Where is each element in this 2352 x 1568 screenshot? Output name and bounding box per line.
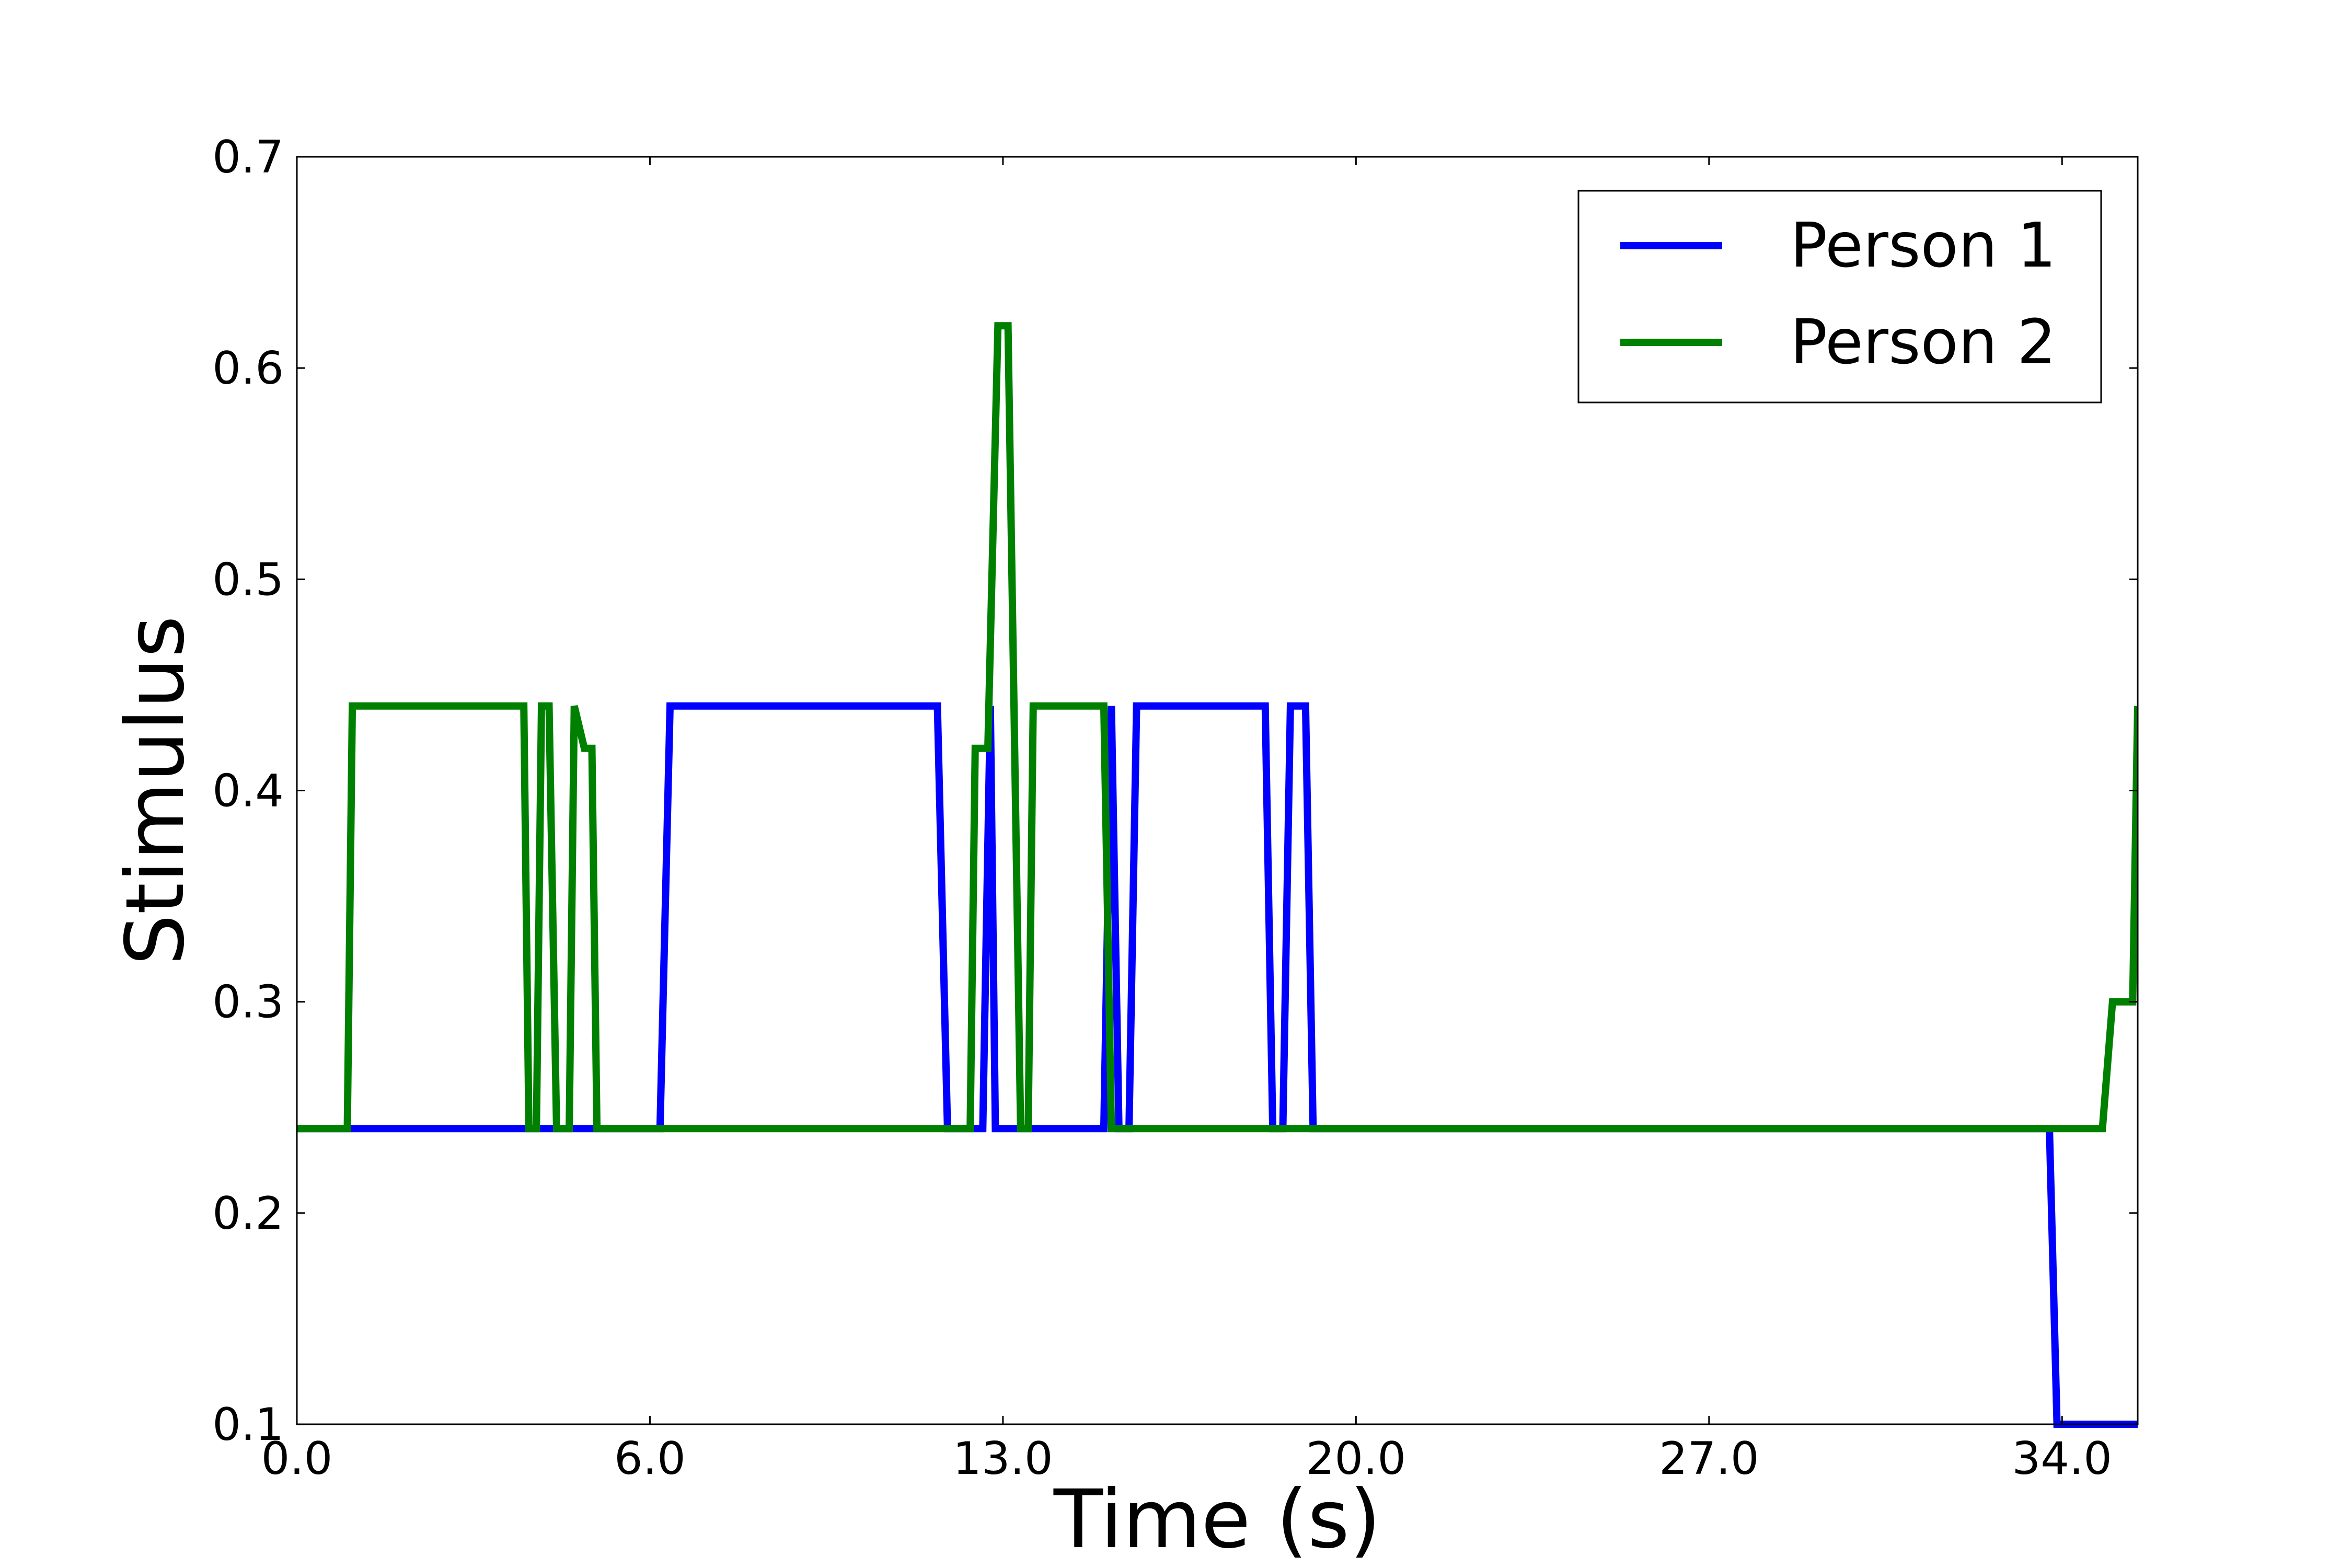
x-tick-label: 6.0 xyxy=(614,1433,686,1485)
x-tick-label: 34.0 xyxy=(2012,1433,2112,1485)
y-tick-label: 0.3 xyxy=(212,976,284,1029)
legend-label-person-1: Person 1 xyxy=(1790,209,2056,281)
x-tick-label: 20.0 xyxy=(1306,1433,1406,1485)
legend: Person 1 Person 2 xyxy=(1577,190,2102,403)
series-line-person-2 xyxy=(297,322,2138,1133)
legend-label-person-2: Person 2 xyxy=(1790,306,2056,378)
y-tick-label: 0.7 xyxy=(212,131,284,183)
x-tick-label: 27.0 xyxy=(1659,1433,1759,1485)
series-layer xyxy=(297,322,2138,1428)
y-axis-title: Stimulus xyxy=(109,616,202,965)
x-tick-label: 0.0 xyxy=(261,1433,333,1485)
x-axis-title: Time (s) xyxy=(1053,1473,1381,1566)
x-tick-label: 13.0 xyxy=(953,1433,1053,1485)
y-tick-label: 0.4 xyxy=(212,765,284,817)
ticks-layer: 0.0 6.0 13.0 20.0 27.0 34.0 0.1 0.2 0.3 0.4 0.5 0.6… xyxy=(212,131,2138,1485)
y-tick-label: 0.1 xyxy=(212,1399,284,1451)
y-tick-label: 0.6 xyxy=(212,342,284,395)
y-tick-label: 0.5 xyxy=(212,554,284,606)
y-tick-label: 0.2 xyxy=(212,1187,284,1240)
legend-box xyxy=(1577,190,2102,403)
